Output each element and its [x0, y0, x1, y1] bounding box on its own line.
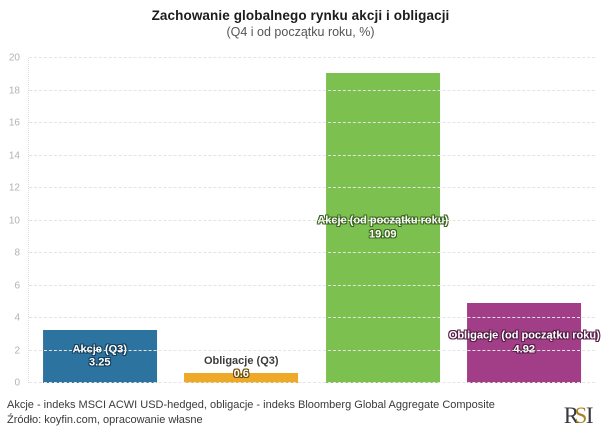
bar-label: Obligacje (Q3) 0.6 — [204, 355, 279, 383]
y-axis-tick-label: 0 — [14, 377, 20, 389]
bar-label: Akcje (od początku roku) 19.09 — [317, 214, 448, 242]
y-axis-tick-label: 14 — [8, 150, 20, 161]
y-axis-tick-label: 2 — [14, 345, 20, 356]
plot-area: Akcje (Q3) 3.25 Obligacje (Q3) 0.6 Akcje… — [28, 57, 600, 383]
logo-letter-i: I — [585, 403, 594, 428]
y-axis-tick-label: 6 — [14, 280, 20, 291]
y-axis-tick-label: 4 — [14, 312, 20, 324]
y-axis: 0 2 4 6 8 10 12 14 16 18 20 — [0, 53, 22, 389]
y-axis-tick-label: 10 — [8, 215, 20, 226]
logo-letter-s: S — [574, 403, 588, 428]
logo-letter-r: R — [563, 403, 579, 428]
chart-title: Zachowanie globalnego rynku akcji i obli… — [151, 8, 450, 23]
bar-akcje-q3: Akcje (Q3) 3.25 — [42, 330, 157, 383]
bar-akcje-ytd: Akcje (od początku roku) 19.09 — [317, 72, 448, 383]
bars-row: Akcje (Q3) 3.25 Obligacje (Q3) 0.6 Akcje… — [29, 58, 600, 383]
rsi-logo: RSI — [563, 403, 594, 429]
bar-obligacje-q3: Obligacje (Q3) 0.6 — [184, 355, 299, 383]
y-axis-tick-label: 12 — [8, 182, 20, 194]
bar-name-label: Akcje (Q3) — [72, 342, 127, 355]
bar-slot-obligacje-ytd: Obligacje (od początku roku) 4.92 — [449, 58, 600, 383]
footnote-line-2: Źródło: koyfin.com, opracowanie własne — [7, 413, 203, 426]
bar-obligacje-ytd: Obligacje (od początku roku) 4.92 — [449, 303, 600, 383]
chart-subtitle: (Q4 i od początku roku, %) — [226, 25, 375, 39]
bar-slot-akcje-q3: Akcje (Q3) 3.25 — [29, 58, 171, 383]
bar-slot-akcje-ytd: Akcje (od początku roku) 19.09 — [312, 58, 454, 383]
y-axis-tick-label: 18 — [8, 85, 20, 96]
source-footnote: Akcje - indeks MSCI ACWI USD-hedged, obl… — [7, 398, 495, 428]
footnote-line-1: Akcje - indeks MSCI ACWI USD-hedged, obl… — [7, 399, 495, 411]
bar-name-label: Obligacje (Q3) — [203, 354, 279, 367]
y-axis-tick-label: 8 — [14, 247, 20, 259]
bar-value-label: 0.6 — [233, 368, 249, 381]
bar-value-label: 4.92 — [513, 343, 535, 356]
bar-slot-obligacje-q3: Obligacje (Q3) 0.6 — [171, 58, 313, 383]
y-axis-tick-label: 16 — [8, 117, 20, 129]
bar-value-label: 19.09 — [368, 227, 397, 240]
bar-name-label: Akcje (od początku roku) — [317, 214, 449, 227]
bar-name-label: Obligacje (od początku roku) — [448, 329, 600, 342]
y-axis-tick-label: 20 — [8, 52, 20, 64]
bar-label: Akcje (Q3) 3.25 — [73, 343, 127, 371]
bar-value-label: 3.25 — [89, 356, 111, 369]
bar-label: Obligacje (od początku roku) 4.92 — [449, 329, 600, 357]
